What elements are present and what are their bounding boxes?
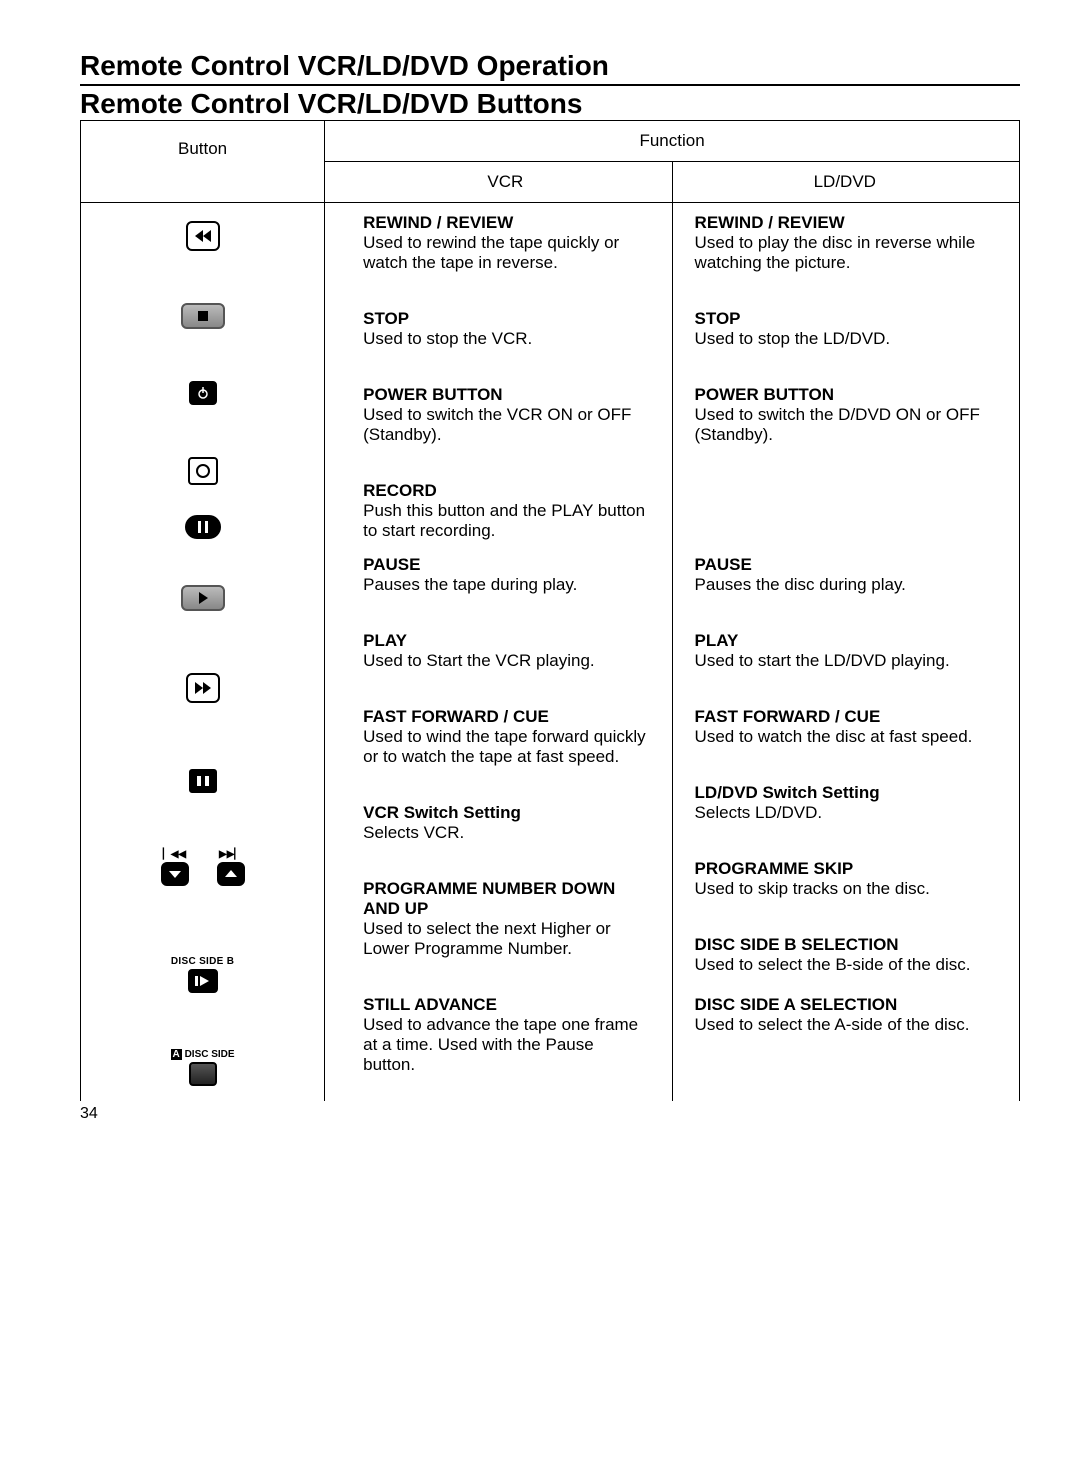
stop-button-icon: [181, 303, 225, 329]
ff-button-icon: [186, 673, 220, 703]
rewind-icon: [186, 221, 220, 251]
vcr-title-4: PAUSE: [363, 555, 647, 575]
page-title-2: Remote Control VCR/LD/DVD Buttons: [80, 88, 1020, 120]
button-icon-column: ▏◀◀ ▶▶▏ DISC SIDE B: [97, 221, 308, 1086]
ld-title-2: POWER BUTTON: [695, 385, 995, 405]
disc-side-b-text: DISC SIDE B: [171, 956, 234, 967]
ld-title-0: REWIND / REVIEW: [695, 213, 995, 233]
still-advance-icon: [188, 969, 218, 993]
ld-desc-8: Used to skip tracks on the disc.: [695, 879, 995, 899]
ld-func-10: DISC SIDE A SELECTION Used to select the…: [695, 995, 995, 1035]
vcr-func-1: STOP Used to stop the VCR.: [363, 309, 647, 349]
vcr-desc-8: Used to select the next Higher or Lower …: [363, 919, 647, 959]
disc-side-b-button-icon: DISC SIDE B: [171, 956, 234, 993]
disc-side-a-icon: [189, 1062, 217, 1086]
ld-title-9: DISC SIDE B SELECTION: [695, 935, 995, 955]
vcr-desc-9: Used to advance the tape one frame at a …: [363, 1015, 647, 1075]
stop-icon: [181, 303, 225, 329]
vcr-title-1: STOP: [363, 309, 647, 329]
ld-desc-6: Used to watch the disc at fast speed.: [695, 727, 995, 747]
vcr-func-9: STILL ADVANCE Used to advance the tape o…: [363, 995, 647, 1075]
fast-forward-icon: [186, 673, 220, 703]
play-button-icon: [181, 585, 225, 611]
skip-next-label: ▶▶▏: [217, 849, 245, 860]
vcr-func-3: RECORD Push this button and the PLAY but…: [363, 481, 647, 541]
ld-func-4: PAUSE Pauses the disc during play.: [695, 555, 995, 595]
ld-func-8: PROGRAMME SKIP Used to skip tracks on th…: [695, 859, 995, 899]
ld-func-5: PLAY Used to start the LD/DVD playing.: [695, 631, 995, 671]
ld-title-5: PLAY: [695, 631, 995, 651]
ld-desc-0: Used to play the disc in reverse while w…: [695, 233, 995, 273]
programme-up-icon: [217, 862, 245, 886]
page-title-1: Remote Control VCR/LD/DVD Operation: [80, 50, 1020, 86]
vcr-func-5: PLAY Used to Start the VCR playing.: [363, 631, 647, 671]
vcr-desc-0: Used to rewind the tape quickly or watch…: [363, 233, 647, 273]
vcr-title-6: FAST FORWARD / CUE: [363, 707, 647, 727]
vcr-desc-3: Push this button and the PLAY button to …: [363, 501, 647, 541]
switch-icon: [189, 769, 217, 793]
pause-button-icon: [185, 515, 221, 539]
vcr-title-7: VCR Switch Setting: [363, 803, 647, 823]
ld-desc-1: Used to stop the LD/DVD.: [695, 329, 995, 349]
ld-desc-5: Used to start the LD/DVD playing.: [695, 651, 995, 671]
vcr-func-8: PROGRAMME NUMBER DOWN AND UP Used to sel…: [363, 879, 647, 959]
page-number: 34: [80, 1105, 1020, 1123]
ld-func-1: STOP Used to stop the LD/DVD.: [695, 309, 995, 349]
power-button-icon: [189, 381, 217, 405]
disc-side-a-text: DISC SIDE: [185, 1049, 235, 1060]
record-icon: [188, 457, 218, 485]
ld-func-7: LD/DVD Switch Setting Selects LD/DVD.: [695, 783, 995, 823]
ld-desc-4: Pauses the disc during play.: [695, 575, 995, 595]
ld-title-1: STOP: [695, 309, 995, 329]
ld-title-7: LD/DVD Switch Setting: [695, 783, 995, 803]
play-icon: [181, 585, 225, 611]
ld-title-8: PROGRAMME SKIP: [695, 859, 995, 879]
vcr-desc-6: Used to wind the tape forward quickly or…: [363, 727, 647, 767]
disc-side-a-button-icon: A DISC SIDE: [171, 1049, 235, 1086]
vcr-title-0: REWIND / REVIEW: [363, 213, 647, 233]
ld-func-6: FAST FORWARD / CUE Used to watch the dis…: [695, 707, 995, 747]
power-icon: [189, 381, 217, 405]
programme-down-icon: [161, 862, 189, 886]
vcr-title-9: STILL ADVANCE: [363, 995, 647, 1015]
ld-func-0: REWIND / REVIEW Used to play the disc in…: [695, 213, 995, 273]
ld-title-4: PAUSE: [695, 555, 995, 575]
ld-desc-9: Used to select the B-side of the disc.: [695, 955, 995, 975]
ld-title-10: DISC SIDE A SELECTION: [695, 995, 995, 1015]
vcr-title-3: RECORD: [363, 481, 647, 501]
vcr-title-5: PLAY: [363, 631, 647, 651]
vcr-func-0: REWIND / REVIEW Used to rewind the tape …: [363, 213, 647, 273]
ld-func-9: DISC SIDE B SELECTION Used to select the…: [695, 935, 995, 975]
vcr-desc-1: Used to stop the VCR.: [363, 329, 647, 349]
buttons-table: Button Function VCR LD/DVD: [80, 120, 1020, 1101]
ld-desc-10: Used to select the A-side of the disc.: [695, 1015, 995, 1035]
vcr-desc-5: Used to Start the VCR playing.: [363, 651, 647, 671]
switch-button-icon: [189, 769, 217, 793]
header-function: Function: [325, 121, 1020, 162]
vcr-title-8: PROGRAMME NUMBER DOWN AND UP: [363, 879, 647, 919]
programme-button-icon: ▏◀◀ ▶▶▏: [161, 849, 245, 886]
vcr-desc-2: Used to switch the VCR ON or OFF (Standb…: [363, 405, 647, 445]
vcr-func-6: FAST FORWARD / CUE Used to wind the tape…: [363, 707, 647, 767]
ld-desc-2: Used to switch the D/DVD ON or OFF (Stan…: [695, 405, 995, 445]
header-vcr: VCR: [325, 162, 672, 203]
rewind-button-icon: [186, 221, 220, 251]
record-button-icon: [188, 457, 218, 485]
vcr-desc-4: Pauses the tape during play.: [363, 575, 647, 595]
vcr-desc-7: Selects VCR.: [363, 823, 647, 843]
skip-prev-label: ▏◀◀: [161, 849, 189, 860]
pause-icon: [185, 515, 221, 539]
ld-func-2: POWER BUTTON Used to switch the D/DVD ON…: [695, 385, 995, 445]
vcr-title-2: POWER BUTTON: [363, 385, 647, 405]
header-lddvd: LD/DVD: [672, 162, 1019, 203]
ld-desc-7: Selects LD/DVD.: [695, 803, 995, 823]
vcr-func-7: VCR Switch Setting Selects VCR.: [363, 803, 647, 843]
vcr-func-2: POWER BUTTON Used to switch the VCR ON o…: [363, 385, 647, 445]
header-button: Button: [81, 121, 325, 203]
ld-title-6: FAST FORWARD / CUE: [695, 707, 995, 727]
vcr-func-4: PAUSE Pauses the tape during play.: [363, 555, 647, 595]
